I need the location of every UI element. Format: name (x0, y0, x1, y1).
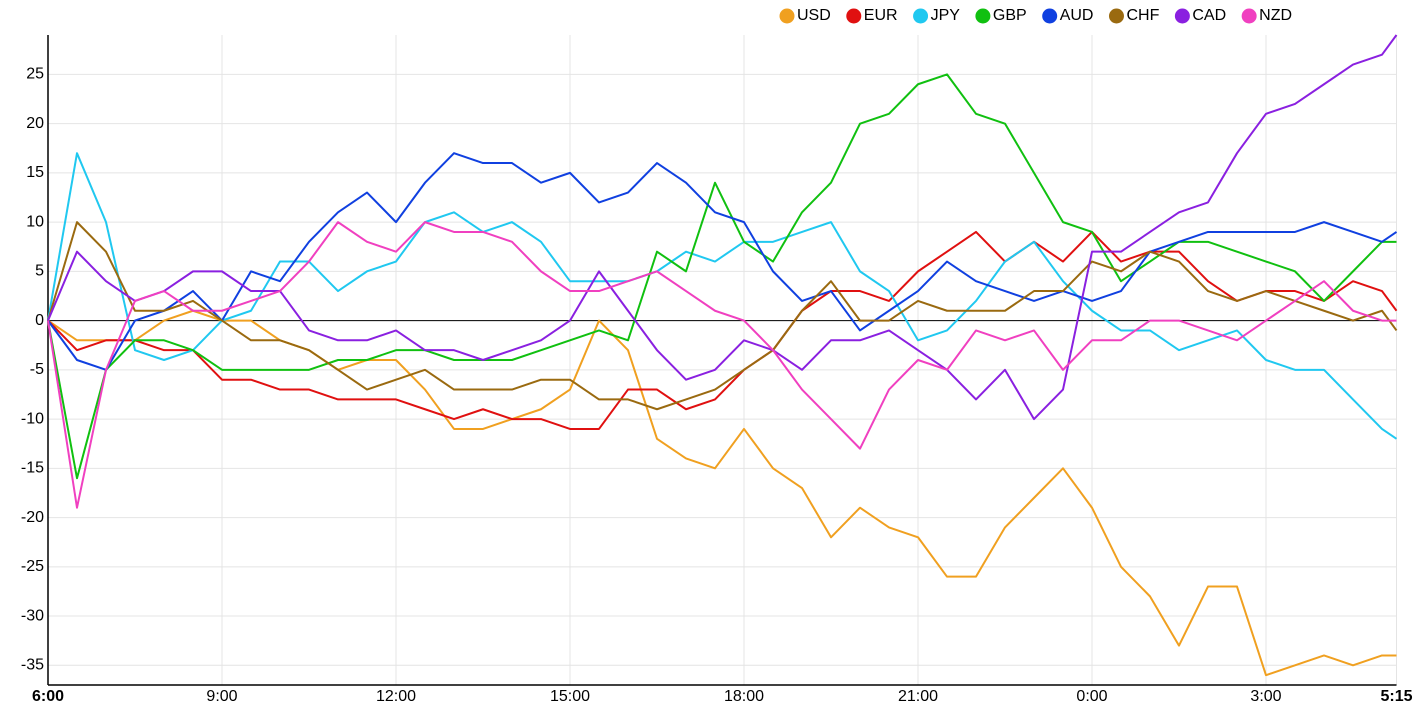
series-line (47, 152, 1398, 371)
y-tick-label: 15 (26, 164, 44, 181)
x-tick-label: 6:00 (32, 688, 64, 705)
legend-marker (1174, 8, 1190, 24)
legend-marker (913, 8, 929, 24)
y-tick-label: -10 (21, 410, 44, 427)
x-tick-label: 9:00 (206, 688, 237, 705)
y-tick-label: 20 (26, 115, 44, 132)
legend-marker (779, 8, 795, 24)
x-tick-label: 15:00 (550, 688, 590, 705)
legend-label: AUD (1060, 7, 1094, 24)
y-tick-label: 0 (35, 312, 44, 329)
legend-label: CHF (1126, 7, 1159, 24)
y-tick-label: -5 (30, 361, 44, 378)
legend-marker (1042, 8, 1058, 24)
y-tick-label: -25 (21, 558, 44, 575)
legend-label: JPY (931, 7, 961, 24)
x-tick-label: 12:00 (376, 688, 416, 705)
x-tick-label: 0:00 (1076, 688, 1107, 705)
series-line (47, 34, 1398, 421)
legend-marker (1241, 8, 1257, 24)
legend-marker (975, 8, 991, 24)
y-tick-label: -15 (21, 460, 44, 477)
series-line (47, 309, 1397, 677)
series-line (47, 73, 1397, 480)
x-tick-label: 21:00 (898, 688, 938, 705)
x-tick-label: 18:00 (724, 688, 764, 705)
series-line (47, 221, 1397, 509)
legend-label: CAD (1192, 7, 1226, 24)
x-tick-label: 5:15 (1380, 688, 1412, 705)
y-tick-label: 10 (26, 213, 44, 230)
x-tick-label: 3:00 (1250, 688, 1281, 705)
series-line (47, 230, 1398, 430)
y-tick-label: 5 (35, 263, 44, 280)
legend-marker (846, 8, 862, 24)
legend-marker (1108, 8, 1124, 24)
legend-label: NZD (1259, 7, 1292, 24)
series-line (47, 152, 1398, 440)
y-tick-label: 25 (26, 66, 44, 83)
y-tick-label: -20 (21, 509, 44, 526)
legend-label: USD (797, 7, 831, 24)
legend-label: EUR (864, 7, 898, 24)
series-line (47, 221, 1398, 411)
legend-label: GBP (993, 7, 1027, 24)
y-tick-label: -35 (21, 657, 44, 674)
y-tick-label: -30 (21, 607, 44, 624)
